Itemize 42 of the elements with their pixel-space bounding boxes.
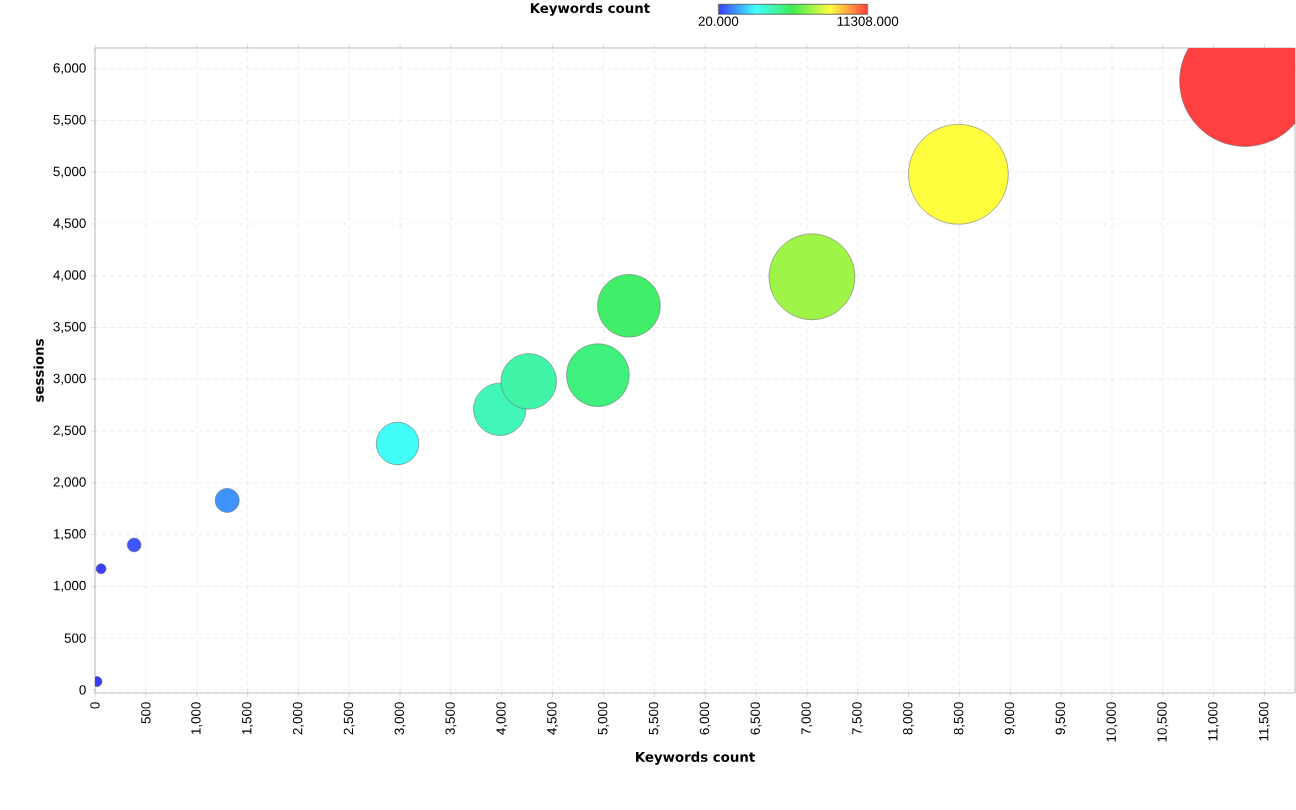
y-tick-label: 5,500: [53, 114, 86, 126]
y-tick-label: 500: [64, 633, 86, 643]
x-tick-label: 6,500: [750, 702, 762, 735]
x-tick-label: 10,500: [1157, 702, 1169, 742]
y-tick-label: 4,000: [53, 270, 86, 282]
x-tick-label: 3,500: [445, 702, 457, 735]
x-tick-label: 1,500: [242, 702, 254, 735]
y-tick-label: 3,000: [53, 373, 86, 385]
x-tick-label: 9,000: [1004, 702, 1016, 735]
x-tick-label: 10,000: [1106, 702, 1118, 742]
y-axis-title: sessions: [33, 339, 44, 402]
x-tick-label: 11,000: [1208, 702, 1220, 741]
x-tick-label: 1,000: [191, 702, 203, 735]
y-tick-label: 5,000: [53, 166, 86, 178]
x-axis-title: Keywords count: [636, 751, 755, 765]
color-bar-label: 11308.000: [837, 16, 899, 26]
x-tick-label: 8,500: [953, 702, 965, 735]
x-tick-label: 4,500: [547, 702, 559, 735]
color-bar-title: Keywords count: [530, 2, 650, 16]
x-tick-label: 7,000: [801, 702, 813, 735]
x-tick-label: 5,500: [648, 702, 660, 735]
y-tick-label: 0: [79, 685, 86, 695]
x-tick-label: 6,000: [699, 702, 711, 735]
y-tick-label: 3,500: [53, 322, 86, 334]
y-tick-label: 4,500: [53, 218, 86, 230]
color-bar-label: 20.000: [698, 16, 739, 26]
y-tick-label: 2,000: [53, 477, 86, 489]
y-tick-label: 2,500: [53, 425, 86, 437]
y-tick-label: 6,000: [53, 63, 86, 75]
y-tick-label: 1,000: [53, 580, 86, 592]
y-tick-label: 1,500: [53, 529, 86, 541]
x-tick-label: 0: [90, 702, 100, 709]
x-tick-label: 11,500: [1258, 702, 1271, 741]
x-tick-label: 9,500: [1055, 702, 1067, 735]
x-tick-label: 4,000: [496, 702, 508, 735]
x-tick-label: 8,000: [903, 702, 915, 735]
x-tick-label: 2,500: [343, 702, 355, 735]
x-tick-label: 2,000: [292, 702, 304, 735]
x-tick-label: 5,000: [597, 702, 609, 735]
x-tick-label: 3,000: [394, 702, 406, 735]
x-tick-label: 500: [141, 702, 151, 724]
x-tick-label: 7,500: [852, 702, 864, 735]
